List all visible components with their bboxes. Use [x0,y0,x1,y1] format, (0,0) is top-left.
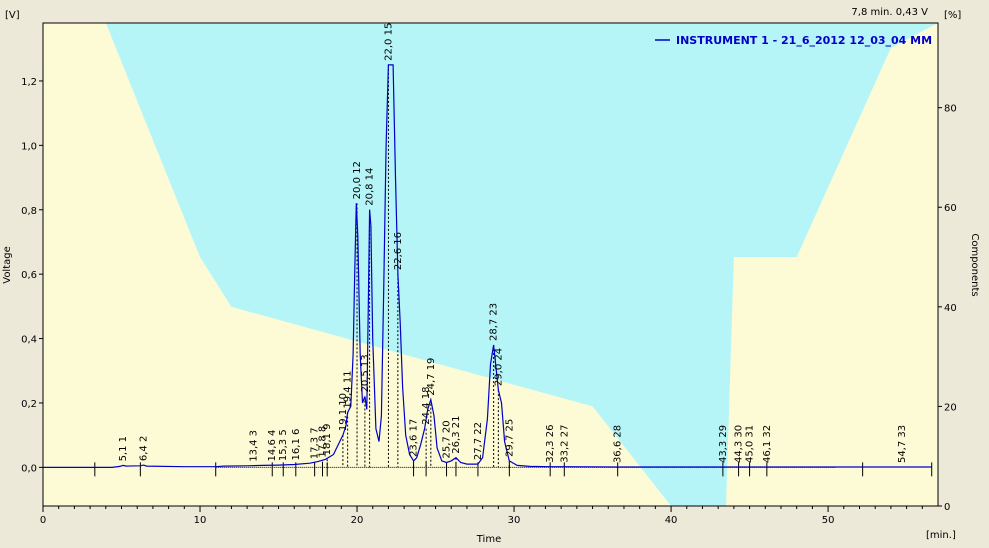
chromatogram-trace [43,64,932,468]
peak-label-15: 22,0 15 [383,23,394,61]
right-axis-tick-label: 20 [944,402,957,413]
right-axis-tick-label: 60 [944,203,957,214]
x-axis-tick-label: 40 [665,515,678,526]
peak-label-18: 24,4 18 [421,387,432,425]
peak-label-8: 17,8 8 [317,426,328,458]
peak-label-5: 15,3 5 [278,429,289,461]
peak-label-11: 19,4 11 [343,370,354,408]
peak-label-7: 17,3 7 [310,427,321,459]
peak-label-30: 44,3 30 [734,425,745,463]
right-axis-tick-label: 80 [944,104,957,115]
left-axis-tick-label: 1,0 [21,141,37,152]
gradient-profile-area [43,23,938,506]
x-axis-tick-label: 50 [822,515,835,526]
right-axis-tick-label: 40 [944,303,957,314]
left-axis-tick-label: 0,6 [21,270,37,281]
peak-label-17: 23,6 17 [409,419,420,457]
peak-label-26: 32,3 26 [545,425,556,463]
right-axis: 0 20 40 60 80 [938,104,957,513]
left-axis-tick-label: 0,2 [21,399,37,410]
right-axis-tick-label: 0 [944,502,950,513]
peak-label-2: 6,4 2 [138,436,149,461]
peak-label-14: 20,8 14 [365,168,376,206]
right-axis-unit: [%] [944,10,961,21]
cursor-readout: 7,8 min. 0,43 V [851,7,928,18]
legend: INSTRUMENT 1 - 21_6_2012 12_03_04 MM [655,34,932,47]
peak-label-4: 14,6 4 [267,430,278,462]
left-axis-tick-label: 1,2 [21,77,37,88]
left-axis-tick-label: 0,8 [21,206,37,217]
left-axis: 0,0 0,2 0,4 0,6 0,8 1,0 1,2 [21,77,43,474]
peak-label-33: 54,7 33 [897,425,908,463]
peak-label-27: 33,2 27 [559,425,570,463]
x-axis-tick-label: 0 [40,515,46,526]
peak-label-24: 29,0 24 [493,348,504,386]
left-axis-tick-label: 0,4 [21,335,37,346]
plot-frame [42,22,939,507]
peak-label-16: 22,6 16 [393,232,404,270]
peak-label-21: 26,3 21 [451,416,462,454]
peak-label-19: 24,7 19 [426,358,437,396]
x-axis-tick-label: 10 [194,515,207,526]
peak-label-1: 5,1 1 [118,436,129,461]
peak-label-12: 20,0 12 [352,161,363,199]
x-axis-unit: [min.] [926,530,956,541]
peak-label-10: 19,1 10 [338,393,349,431]
peak-label-28: 36,6 28 [613,425,624,463]
peak-label-29: 43,3 29 [718,425,729,463]
peak-label-25: 29,7 25 [504,419,515,457]
peak-label-23: 28,7 23 [489,303,500,341]
x-axis-tick-label: 20 [351,515,364,526]
peak-label-13: 20,5 13 [360,354,371,392]
left-axis-unit: [V] [5,10,20,21]
left-axis-label: Voltage [2,246,13,284]
peak-label-6: 16,1 6 [291,429,302,461]
peak-label-3: 13,4 3 [248,430,259,462]
peak-label-22: 27,7 22 [473,422,484,460]
right-axis-label: Components [969,233,980,296]
peak-label-32: 46,1 32 [762,425,773,463]
legend-entry: INSTRUMENT 1 - 21_6_2012 12_03_04 MM [676,34,932,47]
plot-area[interactable]: 5,1 1 6,4 2 13,4 3 14,6 4 15,3 5 16,1 6 17,3 7… [42,22,939,507]
left-axis-tick-label: 0,0 [21,463,37,474]
peak-label-20: 25,7 20 [442,420,453,458]
peak-label-31: 45,0 31 [745,425,756,463]
peak-droplines [321,64,510,468]
peak-label-9: 18,1 9 [322,423,333,455]
x-axis-label: Time [476,534,501,545]
peak-labels: 5,1 1 6,4 2 13,4 3 14,6 4 15,3 5 16,1 6 17,3 7… [118,23,908,463]
x-axis-tick-label: 30 [508,515,521,526]
bottom-axis: 0 10 20 30 40 50 [40,506,923,526]
